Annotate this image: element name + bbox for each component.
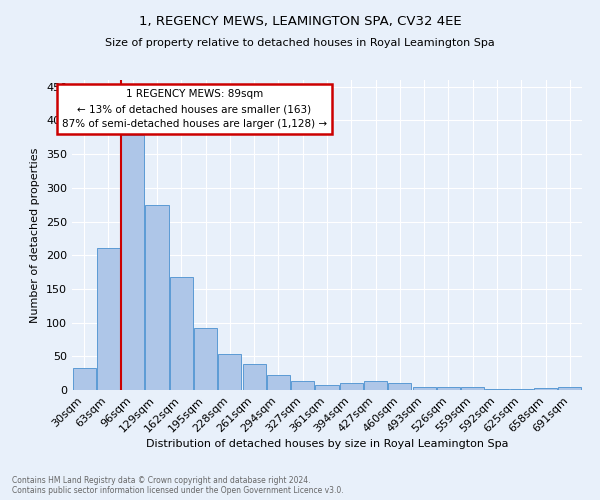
Bar — [170, 277, 193, 390]
Bar — [145, 204, 169, 390]
Bar — [316, 384, 338, 390]
Text: Contains public sector information licensed under the Open Government Licence v3: Contains public sector information licen… — [12, 486, 344, 495]
Bar — [340, 384, 363, 390]
Bar — [461, 388, 484, 390]
Bar — [242, 364, 266, 390]
Bar — [267, 374, 290, 390]
Y-axis label: Number of detached properties: Number of detached properties — [31, 148, 40, 322]
Bar — [218, 354, 241, 390]
Text: 1, REGENCY MEWS, LEAMINGTON SPA, CV32 4EE: 1, REGENCY MEWS, LEAMINGTON SPA, CV32 4E… — [139, 15, 461, 28]
X-axis label: Distribution of detached houses by size in Royal Leamington Spa: Distribution of detached houses by size … — [146, 440, 508, 450]
Bar — [388, 384, 412, 390]
Bar — [437, 388, 460, 390]
Bar — [291, 381, 314, 390]
Bar — [413, 386, 436, 390]
Bar — [121, 136, 144, 390]
Bar — [534, 388, 557, 390]
Bar — [559, 388, 581, 390]
Bar — [73, 368, 95, 390]
Text: Size of property relative to detached houses in Royal Leamington Spa: Size of property relative to detached ho… — [105, 38, 495, 48]
Bar — [364, 380, 387, 390]
Bar — [194, 328, 217, 390]
Text: 1 REGENCY MEWS: 89sqm
← 13% of detached houses are smaller (163)
87% of semi-det: 1 REGENCY MEWS: 89sqm ← 13% of detached … — [62, 90, 327, 129]
Bar — [97, 248, 120, 390]
Text: Contains HM Land Registry data © Crown copyright and database right 2024.: Contains HM Land Registry data © Crown c… — [12, 476, 311, 485]
